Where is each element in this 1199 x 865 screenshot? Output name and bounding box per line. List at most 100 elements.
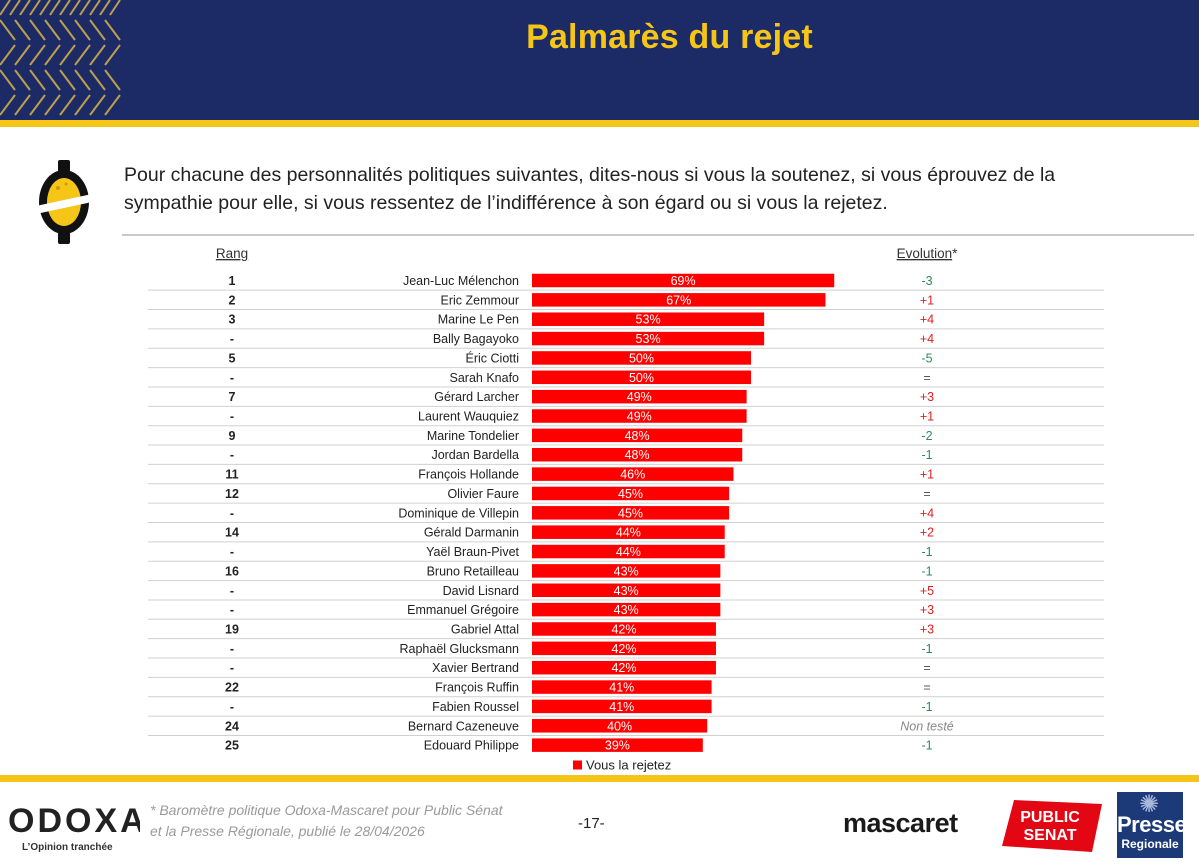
rank-label: 24 xyxy=(225,719,239,733)
evolution-value: -1 xyxy=(921,448,932,462)
odoxa-logo: ODOXA xyxy=(8,802,140,840)
section-divider xyxy=(122,234,1194,236)
rejection-bar xyxy=(532,719,708,733)
rejection-bar xyxy=(532,312,765,326)
header-pattern xyxy=(0,0,121,116)
legend-label: Vous la rejetez xyxy=(586,758,671,773)
evolution-value: +1 xyxy=(920,293,934,307)
rank-label: 11 xyxy=(225,468,238,482)
evolution-value: +3 xyxy=(920,603,934,617)
rank-label: 16 xyxy=(225,564,239,578)
bar-value-label: 44% xyxy=(616,526,641,540)
evolution-value: -1 xyxy=(921,545,932,559)
candidate-name: Bally Bagayoko xyxy=(433,332,519,346)
rejection-bar xyxy=(532,738,703,752)
bar-value-label: 53% xyxy=(636,313,661,327)
rank-label: - xyxy=(230,700,234,714)
candidate-name: Jean-Luc Mélenchon xyxy=(403,274,519,288)
rank-label: 5 xyxy=(229,351,236,365)
bar-value-label: 50% xyxy=(629,371,654,385)
evolution-value: Non testé xyxy=(900,719,954,733)
candidate-name: Marine Le Pen xyxy=(438,313,519,327)
candidate-name: Eric Zemmour xyxy=(441,293,519,307)
bar-value-label: 41% xyxy=(609,700,634,714)
rejection-bar xyxy=(532,622,716,636)
rank-label: 3 xyxy=(229,313,236,327)
evolution-value: +1 xyxy=(920,410,934,424)
evolution-value: +4 xyxy=(920,332,934,346)
bar-value-label: 50% xyxy=(629,351,654,365)
bar-value-label: 69% xyxy=(671,274,696,288)
bar-value-label: 45% xyxy=(618,506,643,520)
candidate-name: Jordan Bardella xyxy=(431,448,519,462)
candidate-name: Gabriel Attal xyxy=(451,622,519,636)
bar-value-label: 46% xyxy=(620,468,645,482)
rejection-bar xyxy=(532,602,721,617)
evolution-value: -1 xyxy=(921,564,932,578)
evolution-value: +4 xyxy=(920,506,934,520)
rank-label: 12 xyxy=(225,487,239,501)
candidate-name: Dominique de Villepin xyxy=(398,506,519,520)
rejection-bar xyxy=(532,293,826,307)
evolution-header: Evolution* xyxy=(897,246,959,261)
candidate-name: Edouard Philippe xyxy=(424,739,519,753)
bar-value-label: 44% xyxy=(616,545,641,559)
public-senat-logo-line2: SENAT xyxy=(1023,827,1076,844)
candidate-name: Yaël Braun-Pivet xyxy=(426,545,519,559)
public-senat-logo: PUBLIC SENAT xyxy=(1002,800,1102,852)
evolution-value: -5 xyxy=(921,351,932,365)
presse-regionale-logo-line1: Presse xyxy=(1117,812,1183,837)
rejection-bar xyxy=(532,370,751,385)
bar-value-label: 42% xyxy=(611,661,636,675)
rejection-bar xyxy=(532,564,721,578)
candidate-name: Gérard Larcher xyxy=(434,390,519,404)
rank-label: - xyxy=(230,410,234,424)
candidate-name: Sarah Knafo xyxy=(450,371,520,385)
candidate-name: Olivier Faure xyxy=(447,487,519,501)
candidate-name: Emmanuel Grégoire xyxy=(407,603,519,617)
mascaret-logo: mascaret xyxy=(843,808,958,838)
evolution-value: -2 xyxy=(921,429,932,443)
bar-value-label: 42% xyxy=(611,642,636,656)
bar-value-label: 48% xyxy=(625,429,650,443)
rank-label: - xyxy=(230,371,234,385)
rejection-bar xyxy=(532,467,734,481)
rank-label: - xyxy=(230,506,234,520)
rank-label: 22 xyxy=(225,681,239,695)
legend-swatch xyxy=(573,760,582,770)
rejection-bar xyxy=(532,409,747,423)
rank-label: - xyxy=(230,448,234,462)
rejection-bar xyxy=(532,331,765,346)
bar-value-label: 49% xyxy=(627,390,652,404)
evolution-value: +2 xyxy=(920,526,934,540)
page-title: Palmarès du rejet xyxy=(526,18,813,56)
rank-label: - xyxy=(230,661,234,675)
rank-label: 9 xyxy=(229,429,236,443)
rank-label: - xyxy=(230,642,234,656)
rank-label: 2 xyxy=(229,293,236,307)
odoxa-badge-icon xyxy=(36,160,92,244)
candidate-name: Raphaël Glucksmann xyxy=(399,642,519,656)
bar-value-label: 43% xyxy=(614,564,639,578)
rejection-bar xyxy=(532,544,725,559)
candidate-name: Marine Tondelier xyxy=(427,429,519,443)
candidate-name: François Ruffin xyxy=(435,681,519,695)
rejection-bar xyxy=(532,660,716,675)
evolution-value: +4 xyxy=(920,313,934,327)
candidate-name: Bruno Retailleau xyxy=(427,564,519,578)
rank-header: Rang xyxy=(216,246,248,261)
rank-label: - xyxy=(230,545,234,559)
evolution-value: = xyxy=(923,371,930,385)
footer-stripe xyxy=(0,775,1199,782)
candidate-name: Laurent Wauquiez xyxy=(418,410,519,424)
rank-label: - xyxy=(230,584,234,598)
rank-label: 19 xyxy=(225,622,239,636)
presse-regionale-logo: ✺ Presse Regionale xyxy=(1117,792,1183,858)
rank-label: - xyxy=(230,332,234,346)
rejection-bar xyxy=(532,389,747,404)
bar-value-label: 41% xyxy=(609,681,634,695)
presse-regionale-logo-line2: Regionale xyxy=(1121,837,1179,851)
rejection-bar xyxy=(532,428,743,443)
bar-value-label: 45% xyxy=(618,487,643,501)
